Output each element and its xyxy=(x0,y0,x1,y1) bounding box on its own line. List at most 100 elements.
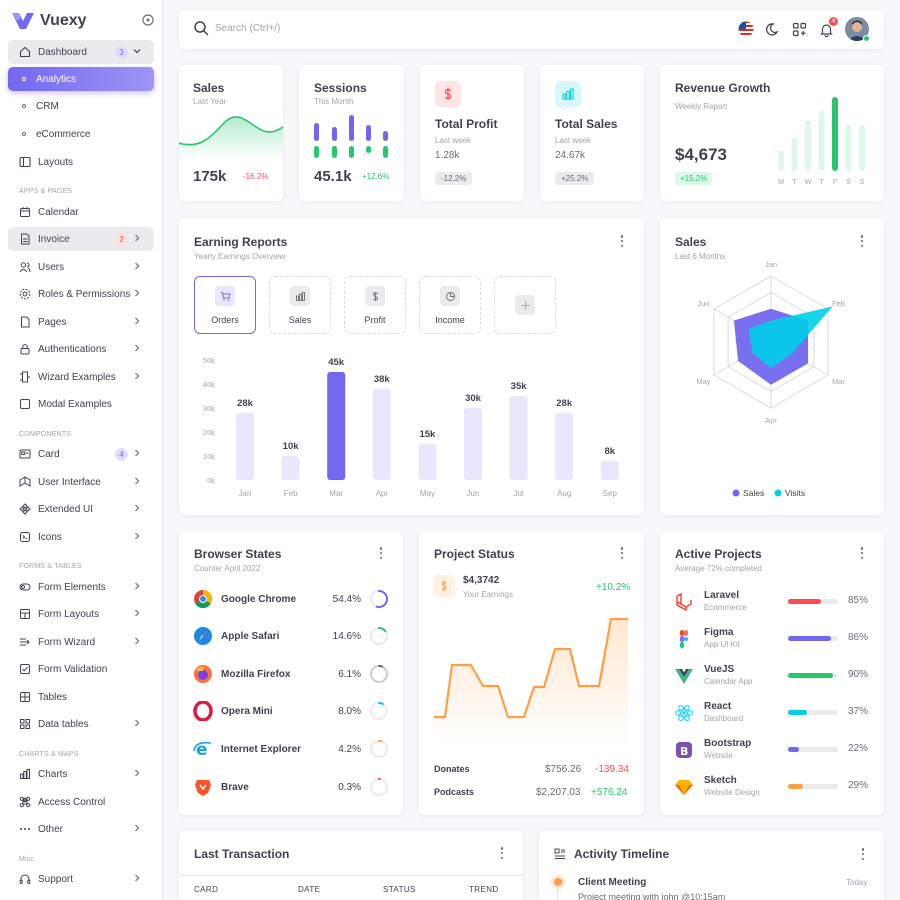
sidebar-item-data-tables[interactable]: Data tables xyxy=(8,712,154,736)
sidebar-item-form-elements[interactable]: Form Elements xyxy=(8,575,154,599)
radar-category-label: May xyxy=(696,377,710,386)
earning-bar[interactable] xyxy=(509,396,528,480)
bullet-icon xyxy=(22,77,26,81)
tab-sales[interactable]: Sales xyxy=(269,276,331,334)
shortcuts-grid-icon[interactable] xyxy=(790,20,808,38)
firefox-icon xyxy=(194,665,212,683)
collapse-menu-icon[interactable] xyxy=(142,14,154,26)
brand[interactable]: Vuexy xyxy=(12,10,154,32)
search-input[interactable] xyxy=(215,22,415,34)
search-bar[interactable] xyxy=(193,20,415,36)
revenue-bar xyxy=(778,150,784,171)
home-icon xyxy=(18,45,32,59)
sidebar-item-calendar[interactable]: Calendar xyxy=(8,200,154,224)
progress-ring xyxy=(370,740,388,758)
sidebar-item-crm[interactable]: CRM xyxy=(8,94,154,118)
more-options-icon[interactable] xyxy=(617,234,627,248)
more-options-icon[interactable] xyxy=(857,546,867,560)
table-header-trend: TREND xyxy=(469,885,499,894)
revenue-value: $4,673 xyxy=(675,145,727,164)
donates-label: Donates xyxy=(434,764,470,774)
project-sub: App UI Kit xyxy=(704,640,741,649)
chevron-right-icon xyxy=(135,372,140,380)
card-subtitle: Last 6 Months xyxy=(675,252,726,261)
sidebar-item-invoice[interactable]: Invoice 2 xyxy=(8,227,154,251)
legend-label[interactable]: Sales xyxy=(743,488,764,498)
sidebar-item-support[interactable]: Support xyxy=(8,867,154,891)
chevron-right-icon xyxy=(135,769,140,777)
earning-bar[interactable] xyxy=(236,412,254,480)
invoice-icon xyxy=(18,232,32,246)
sidebar-item-roles-permissions[interactable]: Roles & Permissions xyxy=(8,282,154,306)
progress-bar-fill xyxy=(788,710,807,715)
sidebar-item-analytics[interactable]: Analytics xyxy=(8,67,154,91)
moon-icon[interactable] xyxy=(764,20,782,38)
more-options-icon[interactable] xyxy=(497,846,507,860)
timeline-dot xyxy=(554,878,562,886)
legend-label[interactable]: Visits xyxy=(785,488,805,498)
earning-bar[interactable] xyxy=(327,372,346,480)
sidebar-item-ecommerce[interactable]: eCommerce xyxy=(8,122,154,146)
bar-value-label: 45k xyxy=(328,357,345,368)
chevron-right-icon xyxy=(135,504,140,512)
language-flag-icon[interactable] xyxy=(737,20,755,38)
bell-icon[interactable]: 4 xyxy=(817,16,839,38)
card-title: Total Profit xyxy=(435,117,498,131)
sidebar-item-form-validation[interactable]: Form Validation xyxy=(8,657,154,681)
more-options-icon[interactable] xyxy=(857,234,867,248)
sidebar-item-modal-examples[interactable]: Modal Examples xyxy=(8,392,154,416)
tab-profit[interactable]: Profit xyxy=(344,276,406,334)
sidebar-item-user-interface[interactable]: User Interface xyxy=(8,470,154,494)
revenue-day-label: S xyxy=(860,179,865,186)
sidebar-item-label: Other xyxy=(38,823,64,835)
bar-value-label: 35k xyxy=(511,381,528,392)
sidebar-item-access-control[interactable]: Access Control xyxy=(8,790,154,814)
card-subtitle: Counter April 2022 xyxy=(194,564,261,573)
safari-icon xyxy=(194,627,212,645)
project-row: B Bootstrap Website 22% xyxy=(674,738,870,764)
more-options-icon[interactable] xyxy=(376,546,386,560)
earning-bar[interactable] xyxy=(464,408,482,480)
more-options-icon[interactable] xyxy=(617,546,627,560)
earning-bar[interactable] xyxy=(418,444,437,480)
earning-bar[interactable] xyxy=(555,412,574,480)
sidebar-item-dashboard[interactable]: Dashboard 3 xyxy=(8,40,154,64)
tab-income[interactable]: Income xyxy=(419,276,481,334)
x-tick-label: Aug xyxy=(557,489,571,498)
sidebar-item-users[interactable]: Users xyxy=(8,255,154,279)
layout-icon xyxy=(18,155,32,169)
card-title: Revenue Growth xyxy=(675,81,771,95)
sidebar-item-form-wizard[interactable]: Form Wizard xyxy=(8,630,154,654)
svg-text:B: B xyxy=(680,745,688,758)
user-avatar[interactable] xyxy=(845,17,869,41)
progress-ring xyxy=(370,778,388,796)
earning-bar[interactable] xyxy=(600,460,619,480)
sidebar-item-wizard-examples[interactable]: Wizard Examples xyxy=(8,365,154,389)
add-tab-button[interactable] xyxy=(494,276,556,334)
project-sub: Ecommerce xyxy=(704,603,747,612)
sidebar-item-other[interactable]: Other xyxy=(8,817,154,841)
revenue-bar xyxy=(859,125,865,171)
browser-value: 4.2% xyxy=(338,743,361,755)
tab-orders[interactable]: Orders xyxy=(194,276,256,334)
sidebar-item-label: Data tables xyxy=(38,718,89,730)
sidebar-item-icons[interactable]: Icons xyxy=(8,525,154,549)
earning-bar[interactable] xyxy=(372,388,391,480)
sidebar-item-authentications[interactable]: Authentications xyxy=(8,337,154,361)
sidebar-item-tables[interactable]: Tables xyxy=(8,685,154,709)
project-name: VueJS xyxy=(704,664,735,675)
sidebar-item-card[interactable]: Card 4 xyxy=(8,442,154,466)
bullet-icon xyxy=(22,132,26,136)
sidebar-item-charts[interactable]: Charts xyxy=(8,762,154,786)
sidebar-item-extended-ui[interactable]: Extended UI xyxy=(8,497,154,521)
toggle-icon xyxy=(18,580,32,594)
browser-value: 14.6% xyxy=(332,630,361,642)
sidebar-item-pages[interactable]: Pages xyxy=(8,310,154,334)
earning-bar[interactable] xyxy=(281,456,300,480)
ring-fill xyxy=(370,590,388,608)
sidebar-item-layouts[interactable]: Layouts xyxy=(8,150,154,174)
more-options-icon[interactable] xyxy=(858,847,868,861)
sidebar-item-form-layouts[interactable]: Form Layouts xyxy=(8,602,154,626)
browser-name: Mozilla Firefox xyxy=(221,668,291,680)
bar-value-label: 28k xyxy=(237,398,254,409)
